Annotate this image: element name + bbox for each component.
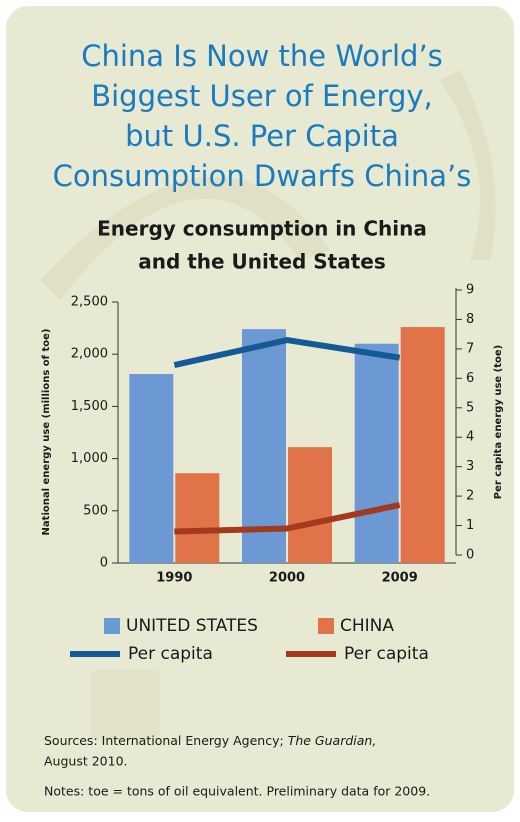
bar	[400, 327, 445, 563]
legend-label: Per capita	[128, 644, 213, 664]
watermark	[440, 70, 496, 260]
watermark	[90, 670, 160, 740]
x-tick-label: 1990	[156, 571, 192, 586]
y-tick-label: 2,500	[71, 295, 108, 310]
y2-axis-label: Per capita energy use (toe)	[493, 345, 504, 499]
chart-title: China Is Now the World’s	[81, 39, 443, 73]
sources: August 2010.	[44, 754, 128, 769]
chart-title: Consumption Dwarfs China’s	[53, 159, 472, 193]
x-tick-label: 2009	[382, 571, 418, 586]
bar	[288, 447, 332, 563]
legend-swatch	[318, 618, 334, 634]
chart-subtitle: Energy consumption in China	[97, 217, 427, 241]
legend-label: CHINA	[340, 616, 394, 636]
y2-tick-label: 7	[466, 341, 474, 356]
line	[173, 337, 401, 369]
y2-tick-label: 0	[466, 548, 474, 563]
y-tick-label: 0	[100, 556, 108, 571]
legend-label: Per capita	[344, 644, 429, 664]
watermark	[40, 176, 330, 300]
y-tick-label: 500	[83, 503, 108, 518]
sources: Sources: International Energy Agency; The…	[44, 733, 376, 748]
y2-tick-label: 2	[466, 489, 474, 504]
y2-tick-label: 9	[466, 283, 474, 298]
y2-tick-label: 4	[466, 430, 474, 445]
y-tick-label: 2,000	[71, 347, 108, 362]
y-tick-label: 1,000	[71, 451, 108, 466]
y2-tick-label: 6	[466, 371, 474, 386]
bar	[175, 473, 220, 563]
source-part: Sources: International Energy Agency;	[44, 733, 284, 748]
chart-title: Biggest User of Energy,	[91, 79, 433, 113]
y2-tick-label: 1	[466, 518, 474, 533]
y2-tick-label: 8	[466, 312, 474, 327]
bar	[354, 343, 399, 563]
legend-label: UNITED STATES	[126, 616, 258, 636]
chart-subtitle: and the United States	[138, 250, 386, 274]
y2-tick-label: 5	[466, 400, 474, 415]
x-tick-label: 2000	[269, 571, 305, 586]
legend-swatch	[104, 618, 120, 634]
chart-title: but U.S. Per Capita	[125, 119, 399, 153]
bar	[242, 329, 286, 563]
y2-tick-label: 3	[466, 459, 474, 474]
source-part: The Guardian,	[288, 733, 377, 748]
y-axis-label: National energy use (millions of toe)	[41, 329, 52, 536]
notes: Notes: toe = tons of oil equivalent. Pre…	[44, 784, 430, 799]
bar	[129, 374, 174, 563]
line	[174, 502, 401, 535]
y-tick-label: 1,500	[71, 399, 108, 414]
